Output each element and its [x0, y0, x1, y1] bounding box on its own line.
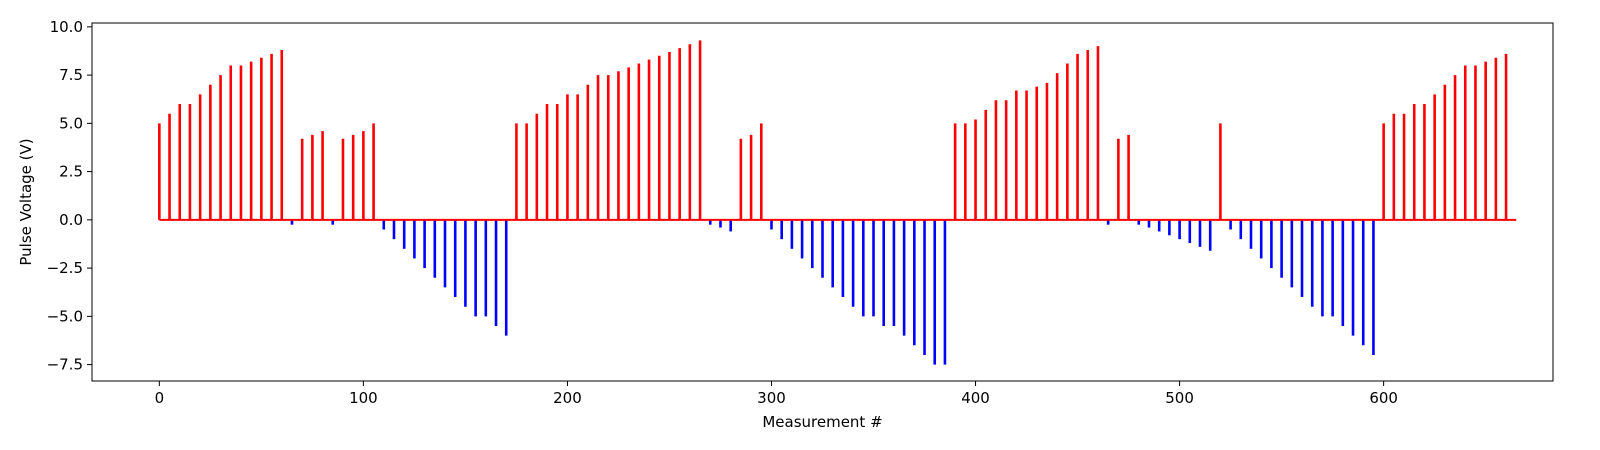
- x-tick-label: 600: [1369, 389, 1398, 407]
- y-tick-label: 2.5: [59, 163, 83, 181]
- y-axis: −7.5 −5.0 −2.5 0.0 2.5 5.0 7.5 10.0: [47, 18, 92, 374]
- y-axis-title: Pulse Voltage (V): [17, 138, 35, 265]
- stem-marks: [158, 40, 1508, 365]
- y-tick-label: −7.5: [47, 356, 83, 374]
- x-tick-label: 500: [1165, 389, 1194, 407]
- x-tick-label: 400: [961, 389, 990, 407]
- y-tick-label: 7.5: [59, 66, 83, 84]
- y-tick-label: −5.0: [47, 307, 83, 325]
- plot-area: [91, 22, 1554, 382]
- y-tick-label: 5.0: [59, 114, 83, 132]
- x-tick-label: 0: [155, 389, 165, 407]
- x-axis: 0 100 200 300 400 500 600: [155, 381, 1398, 407]
- x-tick-label: 100: [349, 389, 378, 407]
- x-tick-label: 200: [553, 389, 582, 407]
- x-tick-label: 300: [757, 389, 786, 407]
- y-tick-label: −2.5: [47, 259, 83, 277]
- x-axis-title: Measurement #: [762, 413, 882, 431]
- y-tick-label: 0.0: [59, 211, 83, 229]
- y-tick-label: 10.0: [50, 18, 83, 36]
